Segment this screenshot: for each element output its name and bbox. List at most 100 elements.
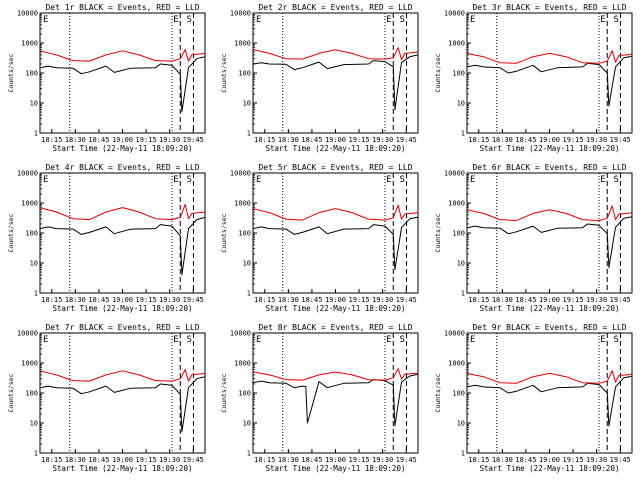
marker-annotation: S <box>399 335 404 345</box>
x-tick-label: 19:30 <box>372 296 393 304</box>
y-axis-label: Counts/sec <box>220 373 228 412</box>
x-tick-label: 19:15 <box>136 136 157 144</box>
panel-title: Det 3r BLACK = Events, RED = LLD <box>472 3 626 12</box>
y-tick-label: 1 <box>247 290 251 298</box>
y-tick-label: 10 <box>457 260 465 268</box>
x-tick-label: 18:30 <box>492 296 513 304</box>
y-tick-label: 1 <box>34 450 38 458</box>
detector-panel-5: Det 5r BLACK = Events, RED = LLD 1 10 100 10… <box>220 163 419 313</box>
detector-panel-8: Det 8r BLACK = Events, RED = LLD 1 10 100 10… <box>220 323 419 473</box>
marker-annotation: S <box>613 335 618 345</box>
x-tick-label: 18:15 <box>254 456 275 464</box>
x-tick-label: 18:30 <box>65 456 86 464</box>
x-tick-label: 18:15 <box>41 456 62 464</box>
x-axis-label: Start Time (22-May-11 18:09:20) <box>266 464 406 473</box>
marker-annotation: E <box>256 335 261 345</box>
x-tick-label: 19:30 <box>159 456 180 464</box>
x-tick-label: 18:45 <box>88 456 109 464</box>
y-axis-label: Counts/sec <box>7 213 15 252</box>
x-tick-label: 18:45 <box>88 296 109 304</box>
x-tick-label: 19:15 <box>349 136 370 144</box>
marker-annotation: E <box>386 15 391 25</box>
x-tick-label: 19:45 <box>610 296 631 304</box>
y-tick-label: 10 <box>457 420 465 428</box>
x-tick-label: 19:15 <box>136 296 157 304</box>
y-axis-label: Counts/sec <box>7 53 15 92</box>
y-tick-label: 10 <box>30 100 38 108</box>
x-tick-label: 18:45 <box>515 456 536 464</box>
y-tick-label: 1000 <box>448 200 465 208</box>
x-tick-label: 18:45 <box>515 296 536 304</box>
events-series-line <box>466 55 633 107</box>
detector-panel-9: Det 9r BLACK = Events, RED = LLD 1 10 100 10… <box>434 323 633 473</box>
x-tick-label: 19:45 <box>610 456 631 464</box>
lld-series-line <box>39 203 206 221</box>
marker-annotation: E <box>600 15 605 25</box>
panel-title: Det 2r BLACK = Events, RED = LLD <box>258 3 412 12</box>
x-tick-label: 19:30 <box>159 136 180 144</box>
marker-annotation: S <box>399 15 404 25</box>
lld-series-line <box>252 204 419 221</box>
events-series-line <box>252 54 419 111</box>
y-tick-label: 1 <box>461 130 465 138</box>
marker-annotation: S <box>399 175 404 185</box>
y-tick-label: 10000 <box>444 330 465 338</box>
marker-annotation: E <box>470 175 475 185</box>
x-tick-label: 18:15 <box>468 136 489 144</box>
events-series-line <box>466 216 633 269</box>
x-tick-label: 19:15 <box>563 456 584 464</box>
lld-series-line <box>466 50 633 64</box>
x-tick-label: 18:30 <box>65 296 86 304</box>
y-tick-label: 1000 <box>448 360 465 368</box>
panel-title: Det 6r BLACK = Events, RED = LLD <box>472 163 626 172</box>
y-axis-label: Counts/sec <box>220 213 228 252</box>
x-tick-label: 19:15 <box>563 136 584 144</box>
x-tick-label: 19:30 <box>586 296 607 304</box>
y-axis-label: Counts/sec <box>220 53 228 92</box>
y-tick-label: 1 <box>461 450 465 458</box>
marker-annotation: E <box>173 335 178 345</box>
events-series-line <box>466 375 633 427</box>
y-tick-label: 1000 <box>21 360 38 368</box>
detector-panel-6: Det 6r BLACK = Events, RED = LLD 1 10 100 10… <box>434 163 633 313</box>
marker-annotation: E <box>43 175 48 185</box>
y-axis-label: Counts/sec <box>434 53 442 92</box>
marker-annotation: E <box>173 175 178 185</box>
panel-title: Det 8r BLACK = Events, RED = LLD <box>258 323 412 332</box>
y-tick-label: 10000 <box>17 330 38 338</box>
lld-series-line <box>39 49 206 62</box>
x-tick-label: 19:00 <box>539 136 560 144</box>
marker-annotation: S <box>186 335 191 345</box>
marker-annotation: E <box>43 335 48 345</box>
detector-panel-7: Det 7r BLACK = Events, RED = LLD 1 10 100 10… <box>7 323 206 473</box>
marker-annotation: S <box>186 15 191 25</box>
x-axis-label: Start Time (22-May-11 18:09:20) <box>266 144 406 153</box>
detector-panel-1: Det 1r BLACK = Events, RED = LLD 1 10 100 10… <box>7 3 206 153</box>
x-axis-label: Start Time (22-May-11 18:09:20) <box>53 464 193 473</box>
x-tick-label: 18:30 <box>278 136 299 144</box>
x-tick-label: 19:45 <box>183 296 204 304</box>
y-tick-label: 100 <box>25 390 38 398</box>
x-tick-label: 19:30 <box>372 456 393 464</box>
events-series-line <box>39 216 206 276</box>
marker-annotation: S <box>613 15 618 25</box>
lld-series-line <box>466 370 633 384</box>
x-tick-label: 19:15 <box>349 456 370 464</box>
x-tick-label: 19:45 <box>183 456 204 464</box>
marker-annotation: E <box>256 175 261 185</box>
x-tick-label: 18:15 <box>254 296 275 304</box>
y-tick-label: 10000 <box>17 10 38 18</box>
x-axis-label: Start Time (22-May-11 18:09:20) <box>266 304 406 313</box>
x-tick-label: 19:30 <box>372 136 393 144</box>
x-axis-label: Start Time (22-May-11 18:09:20) <box>480 464 620 473</box>
y-tick-label: 10000 <box>230 170 251 178</box>
marker-annotation: E <box>256 15 261 25</box>
marker-annotation: E <box>600 335 605 345</box>
x-tick-label: 18:15 <box>41 136 62 144</box>
x-axis-label: Start Time (22-May-11 18:09:20) <box>480 304 620 313</box>
marker-annotation: E <box>470 15 475 25</box>
detector-panel-4: Det 4r BLACK = Events, RED = LLD 1 10 100 10… <box>7 163 206 313</box>
y-tick-label: 100 <box>238 70 251 78</box>
y-tick-label: 100 <box>452 70 465 78</box>
